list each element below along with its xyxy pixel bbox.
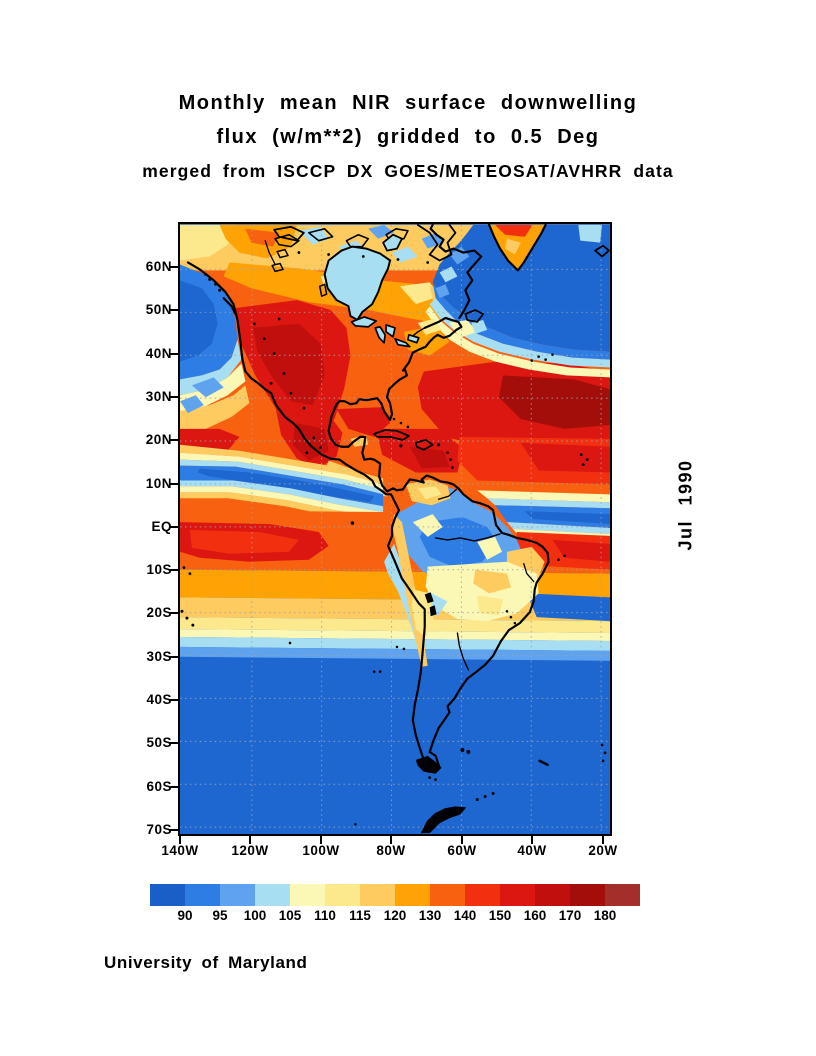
colorbar-segment bbox=[605, 884, 640, 906]
lat-tick-label: 40S bbox=[146, 692, 172, 707]
colorbar-label: 180 bbox=[593, 908, 617, 923]
colorbar-label: 110 bbox=[314, 908, 336, 923]
lon-tick-label: 60W bbox=[447, 843, 477, 858]
colorbar-segment bbox=[150, 884, 185, 906]
lat-tick-label: 60N bbox=[145, 259, 172, 274]
title-line-3: merged from ISCCP DX GOES/METEOSAT/AVHRR… bbox=[142, 161, 674, 181]
lon-tick-label: 140W bbox=[161, 843, 199, 858]
lat-tick-label: 20S bbox=[146, 605, 172, 620]
lat-tick-label: 50S bbox=[146, 735, 172, 750]
map-itcz-atlantic bbox=[477, 490, 610, 622]
colorbar-segment bbox=[465, 884, 500, 906]
lat-tick bbox=[170, 742, 178, 744]
map-inland-seas bbox=[323, 233, 420, 348]
colorbar-label: 90 bbox=[177, 908, 193, 923]
colorbar-label: 150 bbox=[488, 908, 512, 923]
lat-tick-label: 50N bbox=[145, 302, 172, 317]
colorbar-segment bbox=[290, 884, 325, 906]
lat-tick-label: 10S bbox=[146, 562, 172, 577]
lat-tick-label: 60S bbox=[146, 779, 172, 794]
colorbar-label: 95 bbox=[212, 908, 228, 923]
lat-tick-label: 30S bbox=[146, 649, 172, 664]
colorbar-segment bbox=[360, 884, 395, 906]
colorbar-segment bbox=[255, 884, 290, 906]
map-filled-islands bbox=[180, 251, 607, 834]
colorbar-segment bbox=[500, 884, 535, 906]
colorbar-label: 105 bbox=[278, 908, 302, 923]
map-itcz-pacific bbox=[180, 444, 384, 525]
colorbar-label: 160 bbox=[523, 908, 547, 923]
title-line-2: flux (w/m**2) gridded to 0.5 Deg bbox=[216, 126, 600, 148]
lat-tick bbox=[170, 439, 178, 441]
lon-tick-label: 120W bbox=[231, 843, 269, 858]
colorbar-segment bbox=[535, 884, 570, 906]
map-north-pacific bbox=[180, 264, 250, 453]
lat-tick bbox=[170, 526, 178, 528]
lon-tick-label: 100W bbox=[302, 843, 340, 858]
lon-tick bbox=[390, 836, 392, 844]
colorbar-segment bbox=[395, 884, 430, 906]
date-label: Jul 1990 bbox=[675, 459, 696, 551]
lon-tick bbox=[179, 836, 181, 844]
colorbar-label: 120 bbox=[383, 908, 407, 923]
lat-tick bbox=[170, 483, 178, 485]
colorbar-label: 115 bbox=[349, 908, 371, 923]
flux-map-frame bbox=[178, 222, 612, 836]
lat-tick-label: 20N bbox=[145, 432, 172, 447]
colorbar-label: 100 bbox=[243, 908, 267, 923]
lat-tick bbox=[170, 829, 178, 831]
title-line-1: Monthly mean NIR surface downwelling bbox=[178, 92, 638, 114]
lon-tick bbox=[320, 836, 322, 844]
lon-tick-label: 40W bbox=[517, 843, 547, 858]
lat-tick bbox=[170, 396, 178, 398]
lat-tick-label: EQ bbox=[151, 519, 172, 534]
lat-tick-label: 10N bbox=[145, 476, 172, 491]
lat-tick bbox=[170, 569, 178, 571]
lat-tick bbox=[170, 353, 178, 355]
lat-tick bbox=[170, 656, 178, 658]
credit-text: University of Maryland bbox=[104, 953, 308, 972]
map-north-atlantic bbox=[417, 224, 610, 378]
colorbar bbox=[150, 884, 640, 906]
lat-tick bbox=[170, 266, 178, 268]
figure-title: Monthly mean NIR surface downwelling flu… bbox=[0, 86, 816, 189]
lat-tick-label: 30N bbox=[145, 389, 172, 404]
lon-tick bbox=[461, 836, 463, 844]
lat-tick bbox=[170, 786, 178, 788]
lat-tick bbox=[170, 612, 178, 614]
colorbar-segment bbox=[430, 884, 465, 906]
flux-map bbox=[180, 224, 610, 834]
lon-tick bbox=[249, 836, 251, 844]
lat-tick bbox=[170, 699, 178, 701]
colorbar-label: 130 bbox=[418, 908, 442, 923]
lon-tick bbox=[602, 836, 604, 844]
lat-tick-label: 70S bbox=[146, 822, 172, 837]
colorbar-label: 140 bbox=[453, 908, 477, 923]
lon-tick bbox=[531, 836, 533, 844]
lon-tick-label: 80W bbox=[376, 843, 406, 858]
colorbar-segment bbox=[220, 884, 255, 906]
lat-tick bbox=[170, 309, 178, 311]
colorbar-segment bbox=[570, 884, 605, 906]
colorbar-segment bbox=[325, 884, 360, 906]
colorbar-segment bbox=[185, 884, 220, 906]
lat-tick-label: 40N bbox=[145, 346, 172, 361]
colorbar-label: 170 bbox=[558, 908, 582, 923]
lon-tick-label: 20W bbox=[588, 843, 618, 858]
